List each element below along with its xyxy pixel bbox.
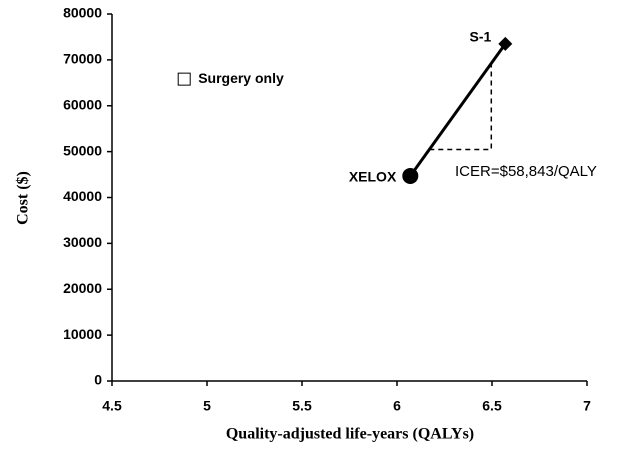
y-tick-label: 50000 xyxy=(63,142,102,158)
y-axis-title: Cost ($) xyxy=(15,171,32,225)
point-label: S-1 xyxy=(470,29,492,45)
y-tick-label: 10000 xyxy=(63,326,102,342)
x-tick-label: 5.5 xyxy=(292,398,312,414)
x-tick-label: 7 xyxy=(583,398,591,414)
icer-line xyxy=(409,42,507,177)
y-tick-label: 60000 xyxy=(63,96,102,112)
y-tick-label: 20000 xyxy=(63,280,102,296)
point-label: XELOX xyxy=(349,169,397,185)
x-tick-label: 6 xyxy=(393,398,401,414)
icer-triangle xyxy=(429,63,493,151)
x-tick-label: 5 xyxy=(203,398,211,414)
y-tick-label: 40000 xyxy=(63,188,102,204)
point-label: Surgery only xyxy=(198,70,284,86)
y-tick-label: 0 xyxy=(94,372,102,388)
point xyxy=(498,36,513,51)
point xyxy=(402,167,419,184)
y-tick-label: 70000 xyxy=(63,51,102,67)
annotation: ICER=$58,843/QALY xyxy=(455,163,597,180)
x-tick-label: 4.5 xyxy=(102,398,122,414)
y-tick-label: 80000 xyxy=(63,5,102,21)
y-tick-label: 30000 xyxy=(63,234,102,250)
x-tick-label: 6.5 xyxy=(482,398,502,414)
x-axis-title: Quality-adjusted life-years (QALYs) xyxy=(226,426,474,443)
point xyxy=(177,72,191,86)
